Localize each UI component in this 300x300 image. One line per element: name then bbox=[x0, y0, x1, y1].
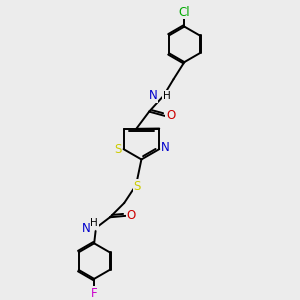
Text: O: O bbox=[127, 209, 136, 222]
Text: S: S bbox=[114, 142, 122, 156]
Text: S: S bbox=[134, 180, 141, 193]
Text: F: F bbox=[91, 287, 98, 300]
Text: H: H bbox=[163, 91, 171, 101]
Text: N: N bbox=[148, 89, 157, 102]
Text: N: N bbox=[161, 141, 170, 154]
Text: N: N bbox=[82, 222, 90, 235]
Text: Cl: Cl bbox=[178, 6, 190, 19]
Text: O: O bbox=[166, 110, 175, 122]
Text: H: H bbox=[90, 218, 98, 228]
